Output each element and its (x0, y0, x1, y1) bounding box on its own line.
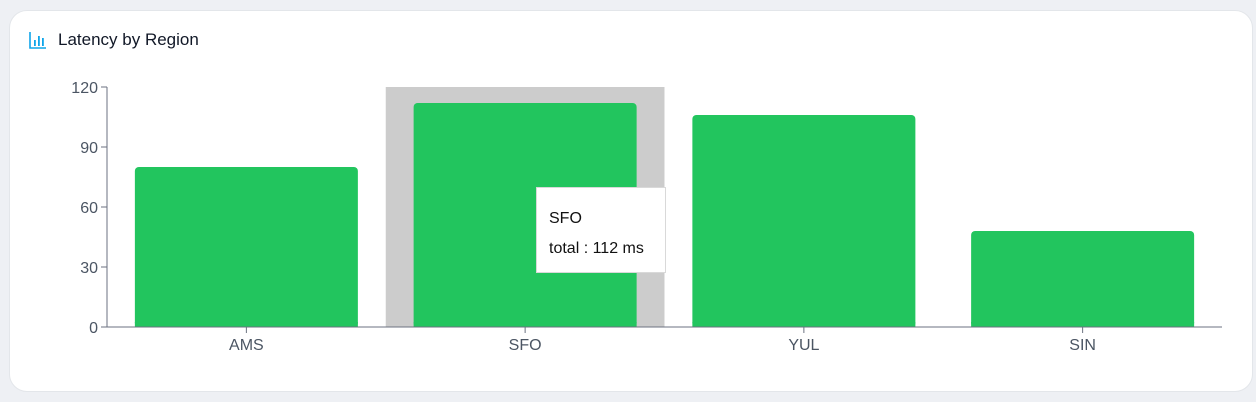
y-tick-label: 0 (89, 320, 98, 337)
chart-tooltip: SFO total : 112 ms (536, 187, 666, 273)
y-tick-label: 90 (80, 140, 98, 157)
tooltip-category: SFO (549, 210, 582, 227)
x-tick-label: YUL (788, 337, 819, 354)
bar-base-sfo (413, 322, 637, 327)
y-tick-label: 60 (80, 200, 98, 217)
x-tick-label: SIN (1069, 337, 1096, 354)
bar-ams[interactable] (134, 167, 358, 327)
y-tick-label: 30 (80, 260, 98, 277)
bar-sin[interactable] (971, 231, 1195, 327)
bar-base-sin (971, 322, 1195, 327)
chart-title: Latency by Region (58, 30, 199, 49)
y-tick-label: 120 (71, 80, 98, 97)
chart-header: Latency by Region (28, 30, 199, 50)
x-tick-label: AMS (229, 337, 264, 354)
bar-chart-icon (29, 32, 46, 49)
x-tick-label: SFO (509, 337, 542, 354)
bar-base-yul (692, 322, 916, 327)
bar-yul[interactable] (692, 115, 916, 327)
tooltip-value: total : 112 ms (549, 240, 644, 257)
bar-base-ams (134, 322, 358, 327)
